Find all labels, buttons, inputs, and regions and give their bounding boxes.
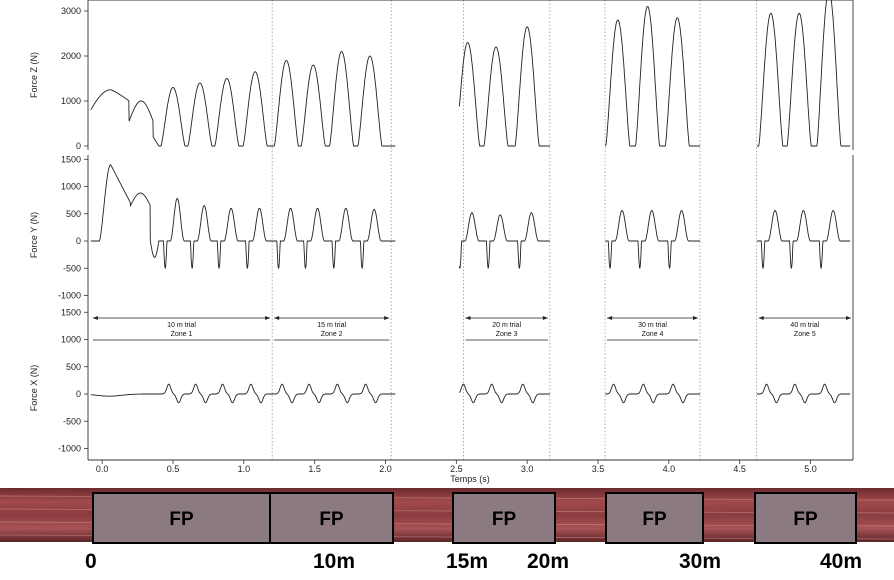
force-plate-1-label: FP — [169, 509, 194, 530]
distance-label-10m: 10m — [313, 550, 356, 573]
xtick-label-9: 4.5 — [733, 464, 746, 474]
zone-5-zone-label: Zone 5 — [794, 331, 816, 338]
xtick-label-1: 0.5 — [167, 464, 180, 474]
force-plate-2 — [269, 492, 394, 544]
distance-label-15m: 15m — [446, 550, 489, 573]
distance-label-20m: 20m — [527, 550, 570, 573]
axis-labels: Temps (s) Force Z (N) Force Y (N) Force X (… — [29, 52, 490, 484]
force-y-curve — [90, 164, 851, 269]
zone-2-trial-label: 15 m trial — [317, 322, 346, 329]
zone-5-trial-label: 40 m trial — [790, 322, 819, 329]
xtick-label-6: 3.0 — [521, 464, 534, 474]
zone-4-zone-label: Zone 4 — [642, 331, 664, 338]
panel-3-y-title: Force X (N) — [29, 365, 39, 412]
x-axis-title: Temps (s) — [450, 474, 490, 484]
force-plate-3-label: FP — [492, 509, 517, 530]
xtick-label-10: 5.0 — [804, 464, 817, 474]
force-plate-3 — [452, 492, 556, 544]
panel-3-ytick-label-0: -1000 — [58, 444, 81, 454]
panel-1-ytick-label-2: 2000 — [61, 51, 81, 61]
panel-3-ytick-label-1: -500 — [63, 416, 81, 426]
force-plate-5-label: FP — [793, 509, 818, 530]
panel-2-ytick-label-2: 0 — [76, 236, 81, 246]
zone-2-zone-label: Zone 2 — [321, 331, 343, 338]
force-curves — [90, 0, 851, 404]
track-strip: FP FP FP FP FP — [0, 488, 894, 544]
panel-3-ytick-label-5: 1500 — [61, 307, 81, 317]
axis-ticks: 0 1000 2000 3000 -1000 -500 0 500 1000 1500 -1000 -… — [58, 6, 817, 474]
panel-1-ytick-label-3: 3000 — [61, 6, 81, 16]
force-plate-4 — [605, 492, 704, 544]
panel-2-ytick-label-4: 1000 — [61, 182, 81, 192]
force-plate-5 — [754, 492, 857, 544]
xtick-label-8: 4.0 — [663, 464, 676, 474]
panel-frames — [87, 0, 854, 461]
panel-2-ytick-label-0: -1000 — [58, 291, 81, 301]
zone-4-trial-label: 30 m trial — [638, 322, 667, 329]
panel-3-ytick-label-4: 1000 — [61, 335, 81, 345]
panel-1-ytick-label-0: 0 — [76, 141, 81, 151]
panel-2-ytick-label-5: 1500 — [61, 154, 81, 164]
trial-zones: 10 m trial Zone 1 15 m trial Zone 2 20 m tri… — [92, 316, 851, 341]
panel-1-ytick-label-1: 1000 — [61, 96, 81, 106]
zone-1-zone-label: Zone 1 — [171, 331, 193, 338]
distance-label-30m: 30m — [679, 550, 722, 573]
xtick-label-7: 3.5 — [592, 464, 605, 474]
force-z-curve — [90, 0, 851, 147]
force-plate-2-label: FP — [319, 509, 344, 530]
xtick-label-4: 2.0 — [379, 464, 392, 474]
zone-3-trial-label: 20 m trial — [492, 322, 521, 329]
xtick-label-2: 1.0 — [238, 464, 251, 474]
force-plate-4-label: FP — [642, 509, 667, 530]
panel-2-ytick-label-3: 500 — [66, 209, 81, 219]
distance-label-0: 0 — [85, 550, 97, 573]
panel-1-y-title: Force Z (N) — [29, 52, 39, 98]
xtick-label-3: 1.5 — [308, 464, 321, 474]
panel-3-ytick-label-2: 0 — [76, 389, 81, 399]
xtick-label-5: 2.5 — [450, 464, 463, 474]
zone-1-trial-label: 10 m trial — [167, 322, 196, 329]
distance-label-40m: 40m — [820, 550, 863, 573]
panel-2-ytick-label-1: -500 — [63, 263, 81, 273]
panel-3-ytick-label-3: 500 — [66, 362, 81, 372]
xtick-label-0: 0.0 — [96, 464, 109, 474]
force-x-curve — [90, 383, 851, 404]
panel-2-y-title: Force Y (N) — [29, 212, 39, 258]
zone-3-zone-label: Zone 3 — [496, 331, 518, 338]
